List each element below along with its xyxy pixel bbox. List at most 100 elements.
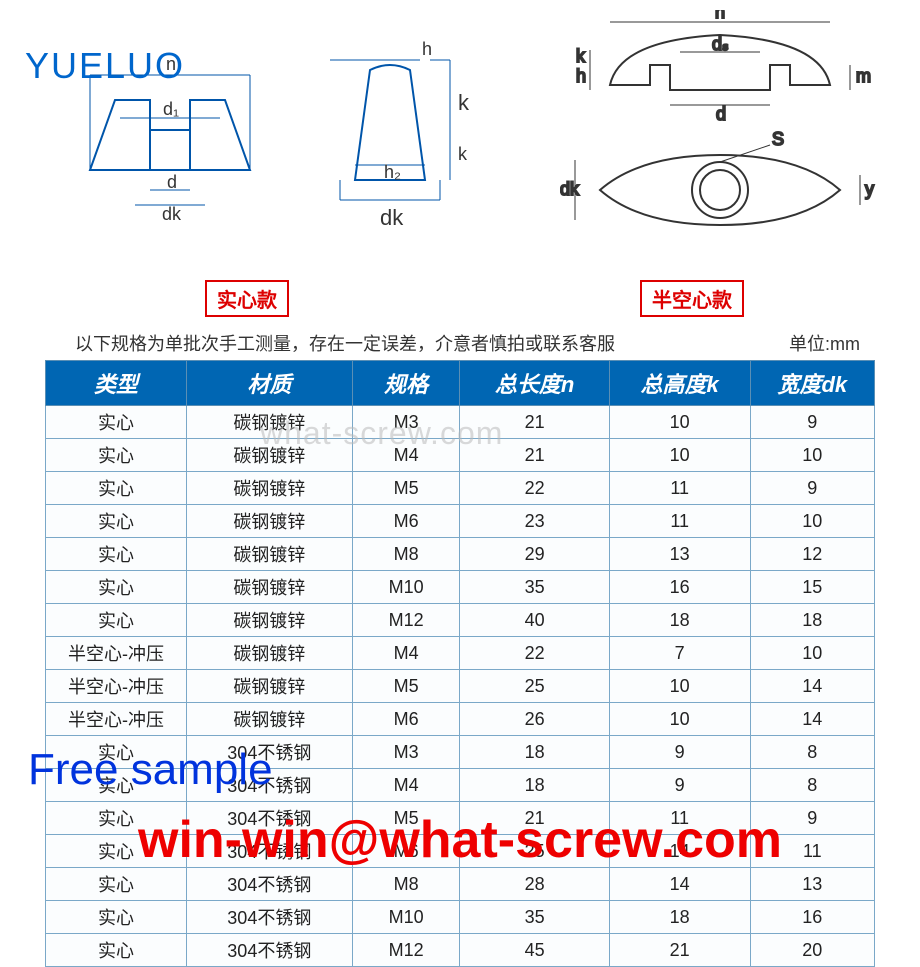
table-row: 实心304不锈钢M12452120 [46, 934, 875, 967]
table-cell: 35 [460, 571, 609, 604]
table-cell: 23 [460, 505, 609, 538]
table-cell: 26 [460, 703, 609, 736]
svg-text:k: k [458, 144, 468, 164]
table-cell: 12 [750, 538, 874, 571]
table-cell: 304不锈钢 [186, 934, 352, 967]
table-cell: 9 [609, 769, 750, 802]
table-cell: 实心 [46, 406, 187, 439]
table-cell: 35 [460, 901, 609, 934]
table-cell: 304不锈钢 [186, 868, 352, 901]
table-cell: 304不锈钢 [186, 901, 352, 934]
table-cell: 9 [750, 472, 874, 505]
svg-text:dk: dk [162, 204, 182, 224]
table-cell: 碳钢镀锌 [186, 505, 352, 538]
table-cell: 22 [460, 472, 609, 505]
table-cell: 碳钢镀锌 [186, 670, 352, 703]
table-cell: M3 [352, 736, 460, 769]
table-cell: 10 [750, 439, 874, 472]
table-cell: M10 [352, 901, 460, 934]
table-cell: 实心 [46, 538, 187, 571]
table-row: 实心碳钢镀锌M12401818 [46, 604, 875, 637]
table-cell: 碳钢镀锌 [186, 637, 352, 670]
table-cell: 8 [750, 736, 874, 769]
table-cell: 10 [609, 439, 750, 472]
table-cell: 9 [750, 406, 874, 439]
table-cell: 实心 [46, 868, 187, 901]
table-cell: 9 [609, 736, 750, 769]
diagram-solid-side: h k k h₂ dk [300, 30, 480, 250]
table-cell: M5 [352, 472, 460, 505]
table-cell: 18 [609, 604, 750, 637]
col-header: 类型 [46, 361, 187, 406]
spec-table-wrap: 类型材质规格总长度n总高度k宽度dk 实心碳钢镀锌M321109实心碳钢镀锌M4… [45, 360, 875, 967]
table-cell: M6 [352, 505, 460, 538]
table-cell: 25 [460, 670, 609, 703]
table-cell: 29 [460, 538, 609, 571]
table-cell: 10 [609, 670, 750, 703]
table-cell: 28 [460, 868, 609, 901]
svg-text:d: d [716, 104, 726, 124]
table-cell: 13 [750, 868, 874, 901]
table-cell: 碳钢镀锌 [186, 571, 352, 604]
table-cell: 实心 [46, 505, 187, 538]
svg-text:dk: dk [560, 179, 580, 199]
table-cell: M4 [352, 439, 460, 472]
table-cell: M4 [352, 637, 460, 670]
col-header: 宽度dk [750, 361, 874, 406]
table-cell: 碳钢镀锌 [186, 439, 352, 472]
table-cell: 18 [750, 604, 874, 637]
table-cell: 碳钢镀锌 [186, 604, 352, 637]
svg-text:k: k [576, 46, 586, 66]
col-header: 材质 [186, 361, 352, 406]
table-cell: 实心 [46, 604, 187, 637]
table-cell: 碳钢镀锌 [186, 406, 352, 439]
table-cell: 7 [609, 637, 750, 670]
svg-text:dk: dk [380, 205, 404, 230]
table-row: 实心304不锈钢M8281413 [46, 868, 875, 901]
table-cell: 14 [750, 703, 874, 736]
tag-solid: 实心款 [205, 280, 289, 317]
email-overlay: win-win@what-screw.com [0, 810, 920, 870]
table-cell: 14 [609, 868, 750, 901]
table-cell: 21 [460, 439, 609, 472]
table-cell: 半空心-冲压 [46, 670, 187, 703]
table-cell: M4 [352, 769, 460, 802]
svg-text:y: y [865, 179, 874, 199]
table-cell: 45 [460, 934, 609, 967]
table-cell: 16 [750, 901, 874, 934]
table-cell: 21 [460, 406, 609, 439]
svg-text:n: n [715, 10, 725, 22]
svg-text:h: h [576, 66, 586, 86]
table-cell: 18 [460, 769, 609, 802]
table-cell: 22 [460, 637, 609, 670]
table-cell: 10 [609, 406, 750, 439]
svg-text:m: m [856, 66, 871, 86]
svg-text:dₛ: dₛ [712, 34, 729, 54]
table-cell: 半空心-冲压 [46, 703, 187, 736]
svg-text:h₂: h₂ [384, 162, 401, 182]
col-header: 总长度n [460, 361, 609, 406]
table-row: 实心碳钢镀锌M321109 [46, 406, 875, 439]
table-cell: M5 [352, 670, 460, 703]
table-cell: M6 [352, 703, 460, 736]
table-cell: 碳钢镀锌 [186, 472, 352, 505]
table-cell: 15 [750, 571, 874, 604]
note-text: 以下规格为单批次手工测量，存在一定误差，介意者慎拍或联系客服 [75, 330, 615, 356]
table-cell: 碳钢镀锌 [186, 538, 352, 571]
table-row: 实心碳钢镀锌M4211010 [46, 439, 875, 472]
table-row: 实心碳钢镀锌M6231110 [46, 505, 875, 538]
diagram-area: YUELUO n d₁ d dk h k [0, 0, 920, 280]
table-row: 实心碳钢镀锌M10351615 [46, 571, 875, 604]
table-cell: 16 [609, 571, 750, 604]
col-header: 总高度k [609, 361, 750, 406]
tag-hollow: 半空心款 [640, 280, 744, 317]
table-cell: 实心 [46, 934, 187, 967]
table-cell: 10 [609, 703, 750, 736]
table-row: 半空心-冲压碳钢镀锌M5251014 [46, 670, 875, 703]
free-sample-overlay: Free sample [28, 745, 273, 795]
note-row: 以下规格为单批次手工测量，存在一定误差，介意者慎拍或联系客服 单位:mm [0, 330, 920, 356]
table-cell: 11 [609, 472, 750, 505]
table-cell: 18 [609, 901, 750, 934]
table-cell: M3 [352, 406, 460, 439]
col-header: 规格 [352, 361, 460, 406]
